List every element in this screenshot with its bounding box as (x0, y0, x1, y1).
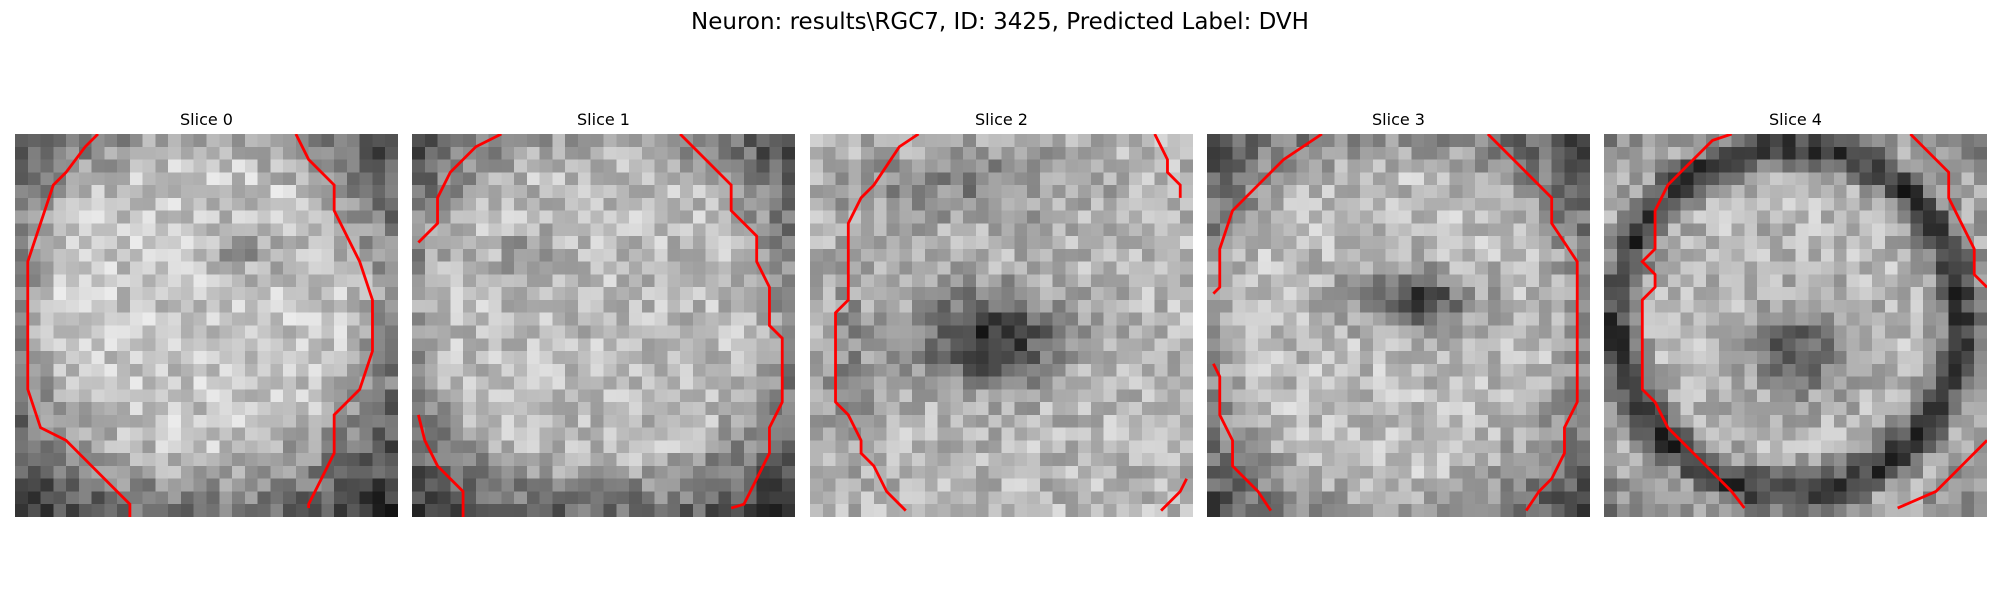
contour-line (1909, 134, 1987, 289)
contour-line (1212, 363, 1273, 512)
contour-line (417, 414, 465, 517)
contour-line (834, 134, 920, 512)
slice-image (1207, 134, 1590, 517)
slice-title: Slice 4 (1769, 110, 1822, 129)
contour-line (1160, 478, 1188, 512)
slice-panel-0: Slice 0 (15, 110, 398, 517)
slice-panel-3: Slice 3 (1207, 110, 1590, 517)
slice-image (412, 134, 795, 517)
slice-panel-2: Slice 2 (810, 110, 1193, 517)
contour-line (26, 134, 132, 517)
slice-image (1604, 134, 1987, 517)
contour-line (679, 134, 784, 510)
slice-image (15, 134, 398, 517)
contour-line (1486, 134, 1579, 512)
contour-line (294, 134, 374, 509)
slice-title: Slice 3 (1372, 110, 1425, 129)
contour-line (1897, 439, 1987, 510)
contour-line (417, 134, 502, 244)
slice-image (810, 134, 1193, 517)
contour-line (1153, 134, 1182, 198)
slice-title: Slice 2 (975, 110, 1028, 129)
slice-title: Slice 0 (180, 110, 233, 129)
slice-panel-1: Slice 1 (412, 110, 795, 517)
contour-line (1212, 134, 1323, 295)
figure-title: Neuron: results\RGC7, ID: 3425, Predicte… (691, 9, 1309, 35)
contour-line (1640, 134, 1746, 509)
slice-panel-4: Slice 4 (1604, 110, 1987, 517)
slice-title: Slice 1 (577, 110, 630, 129)
